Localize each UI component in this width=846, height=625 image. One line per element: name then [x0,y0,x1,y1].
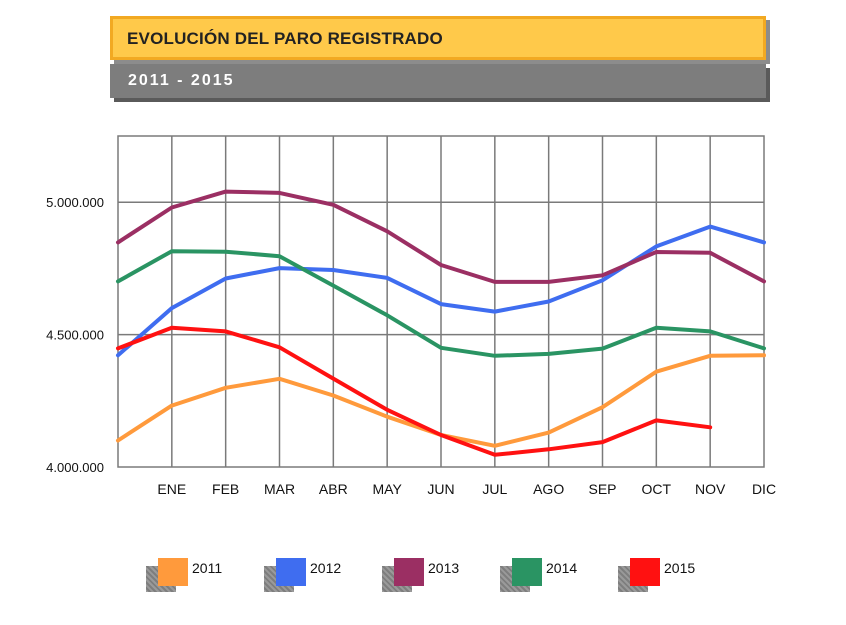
x-tick-label: DIC [752,481,776,497]
x-tick-label: FEB [212,481,239,497]
legend-swatch [158,558,188,586]
x-tick-label: OCT [642,481,672,497]
series-line-2013 [116,189,766,284]
x-axis-ticks: ENE FEB MAR ABR MAY JUN JUL AGO SEP OCT NOV DIC [157,481,776,497]
legend-swatch [276,558,306,586]
y-tick-label: 4.000.000 [46,460,104,475]
legend-label: 2014 [546,560,578,576]
x-tick-label: NOV [695,481,726,497]
x-tick-label: JUL [482,481,507,497]
legend-swatch [630,558,660,586]
chart-subtitle-bar: 2011 - 2015 [110,64,766,98]
legend: 2011 2012 2013 2014 2015 [0,558,846,598]
legend-label: 2012 [310,560,342,576]
x-tick-label: MAR [264,481,295,497]
legend-label: 2015 [664,560,696,576]
grid [117,135,765,468]
chart-title: EVOLUCIÓN DEL PARO REGISTRADO [127,29,443,48]
x-tick-label: JUN [427,481,454,497]
chart-title-bar: EVOLUCIÓN DEL PARO REGISTRADO [110,16,766,60]
series-line-2014 [116,249,766,358]
y-axis-ticks: 4.000.000 4.500.000 5.000.000 [46,195,104,475]
x-tick-label: SEP [588,481,616,497]
legend-swatch [512,558,542,586]
x-tick-label: ENE [157,481,186,497]
y-tick-label: 5.000.000 [46,195,104,210]
legend-swatch [394,558,424,586]
series-line-2015 [116,325,713,457]
series-lines [116,189,766,457]
x-tick-label: MAY [373,481,403,497]
x-tick-label: ABR [319,481,348,497]
legend-item-2012: 2012 [264,558,386,592]
legend-item-2013: 2013 [382,558,504,592]
legend-label: 2011 [192,560,223,576]
series-line-2012 [116,224,766,358]
y-tick-label: 4.500.000 [46,328,104,343]
x-tick-label: AGO [533,481,564,497]
legend-item-2015: 2015 [618,558,740,592]
legend-item-2014: 2014 [500,558,622,592]
legend-item-2011: 2011 [146,558,268,592]
chart-subtitle: 2011 - 2015 [128,72,235,89]
legend-label: 2013 [428,560,460,576]
